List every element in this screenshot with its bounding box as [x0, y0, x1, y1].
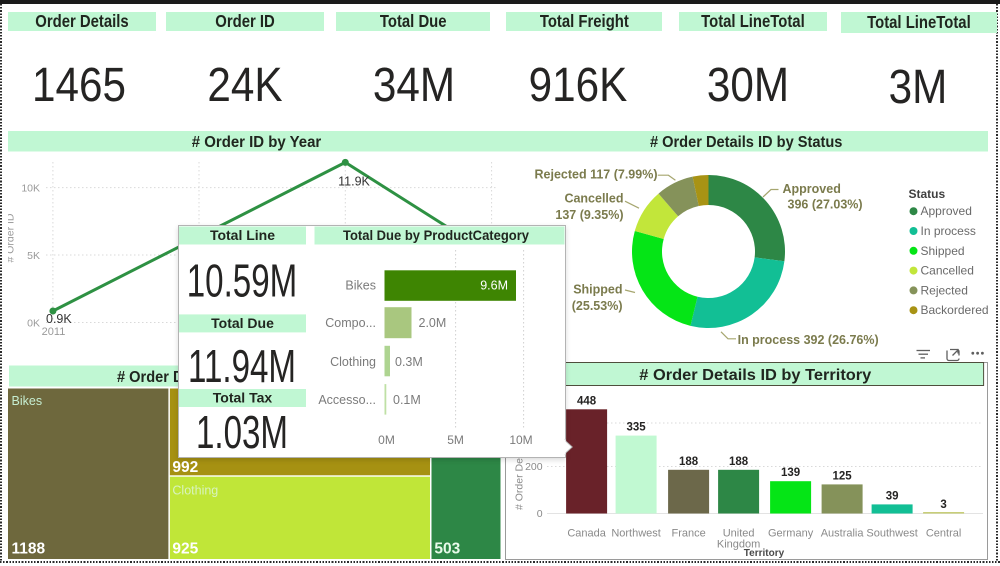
svg-text:0M: 0M — [378, 433, 395, 447]
svg-text:396 (27.03%): 396 (27.03%) — [788, 198, 863, 212]
svg-text:Australia: Australia — [821, 528, 865, 540]
svg-text:137 (9.35%): 137 (9.35%) — [555, 208, 623, 222]
svg-text:Central: Central — [926, 528, 961, 540]
svg-text:Cancelled: Cancelled — [921, 264, 974, 278]
svg-text:9.6M: 9.6M — [480, 278, 508, 292]
svg-text:188: 188 — [729, 456, 749, 468]
svg-text:2011: 2011 — [42, 326, 66, 338]
svg-text:# Order Details ID by Territor: # Order Details ID by Territory — [640, 367, 872, 384]
svg-text:Shipped: Shipped — [921, 244, 965, 258]
svg-text:Accesso...: Accesso... — [318, 393, 376, 407]
svg-text:11.94M: 11.94M — [187, 342, 295, 392]
svg-text:10.59M: 10.59M — [186, 256, 296, 306]
svg-text:Bikes: Bikes — [345, 278, 376, 292]
svg-text:Total Tax: Total Tax — [212, 389, 272, 405]
svg-text:11.9K: 11.9K — [338, 175, 370, 189]
svg-text:125: 125 — [833, 470, 853, 482]
svg-text:3: 3 — [941, 499, 947, 511]
svg-text:10K: 10K — [21, 183, 40, 195]
svg-text:Total Due: Total Due — [211, 315, 274, 331]
svg-text:Rejected 117 (7.99%): Rejected 117 (7.99%) — [535, 168, 658, 182]
svg-text:United: United — [723, 528, 755, 540]
svg-text:200: 200 — [525, 461, 543, 473]
svg-text:0.9K: 0.9K — [46, 312, 72, 326]
svg-text:188: 188 — [679, 456, 699, 468]
svg-text:Clothing: Clothing — [172, 483, 218, 497]
svg-text:In process: In process — [921, 224, 976, 238]
svg-text:(25.53%): (25.53%) — [572, 299, 623, 313]
svg-text:Rejected: Rejected — [921, 283, 968, 297]
svg-text:France: France — [672, 528, 706, 540]
svg-text:Southwest: Southwest — [867, 528, 918, 540]
svg-text:# Order Details ID by Status: # Order Details ID by Status — [650, 134, 843, 151]
svg-text:925: 925 — [172, 540, 198, 557]
svg-text:Northwest: Northwest — [612, 528, 662, 540]
svg-text:5K: 5K — [27, 250, 40, 262]
svg-text:10M: 10M — [509, 433, 532, 447]
svg-text:448: 448 — [577, 395, 597, 407]
svg-text:0: 0 — [537, 508, 543, 520]
svg-text:Approved: Approved — [921, 204, 972, 218]
svg-text:# Order ID by Year: # Order ID by Year — [192, 134, 322, 151]
svg-text:0.1M: 0.1M — [393, 393, 421, 407]
svg-text:503: 503 — [434, 540, 460, 557]
svg-text:0K: 0K — [27, 318, 40, 330]
svg-text:Approved: Approved — [783, 182, 841, 196]
svg-text:Cancelled: Cancelled — [564, 192, 623, 206]
svg-text:Shipped: Shipped — [573, 283, 622, 297]
svg-text:Backordered: Backordered — [921, 303, 989, 317]
svg-text:Kingdom: Kingdom — [717, 539, 760, 551]
svg-text:1188: 1188 — [12, 540, 46, 557]
svg-text:Status: Status — [909, 187, 946, 201]
svg-text:# Order ID: # Order ID — [8, 213, 17, 262]
svg-text:Territory: Territory — [744, 548, 785, 559]
svg-text:Compo...: Compo... — [325, 316, 376, 330]
svg-text:992: 992 — [172, 459, 198, 476]
svg-text:Germany: Germany — [768, 528, 814, 540]
svg-text:39: 39 — [886, 490, 899, 502]
svg-text:Canada: Canada — [568, 528, 607, 540]
svg-text:0.3M: 0.3M — [395, 355, 423, 369]
svg-text:Total Due by ProductCategory: Total Due by ProductCategory — [343, 227, 529, 243]
svg-text:Clothing: Clothing — [330, 355, 376, 369]
svg-text:Total Line: Total Line — [209, 227, 274, 243]
svg-text:139: 139 — [781, 467, 800, 479]
svg-text:1.03M: 1.03M — [195, 408, 287, 457]
svg-text:2.0M: 2.0M — [418, 316, 446, 330]
svg-text:Bikes: Bikes — [12, 394, 43, 408]
svg-text:5M: 5M — [447, 433, 464, 447]
svg-text:335: 335 — [627, 422, 647, 434]
svg-text:In process 392 (26.76%): In process 392 (26.76%) — [738, 333, 879, 347]
